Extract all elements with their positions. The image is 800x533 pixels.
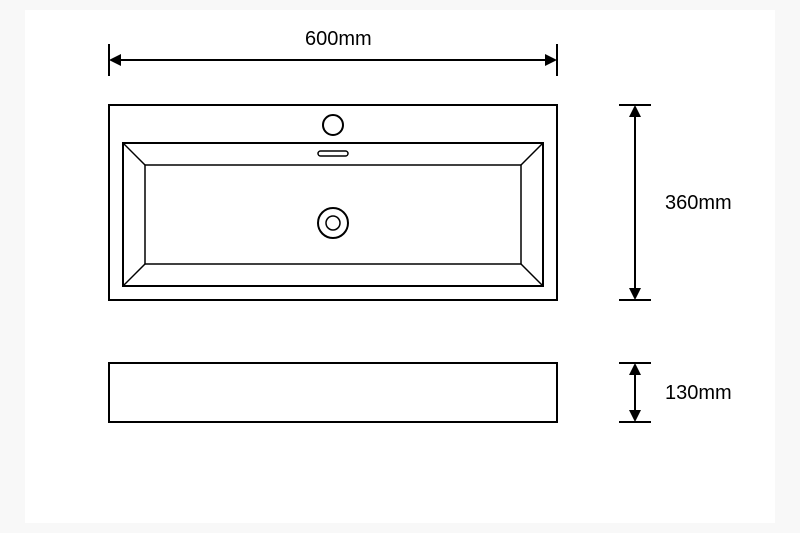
width-label: 600mm [305, 28, 372, 51]
technical-drawing-svg [25, 10, 775, 523]
depth-label: 130mm [665, 382, 732, 405]
faucet-hole [323, 115, 343, 135]
height-label: 360mm [665, 192, 732, 215]
sink-side-view [109, 363, 557, 422]
sink-top-view [109, 105, 557, 300]
dimension-depth [619, 363, 651, 422]
drain-icon [318, 208, 348, 238]
overflow-slot [318, 151, 348, 156]
dimension-height [619, 105, 651, 300]
drawing-canvas: 600mm 360mm 130mm [25, 10, 775, 523]
